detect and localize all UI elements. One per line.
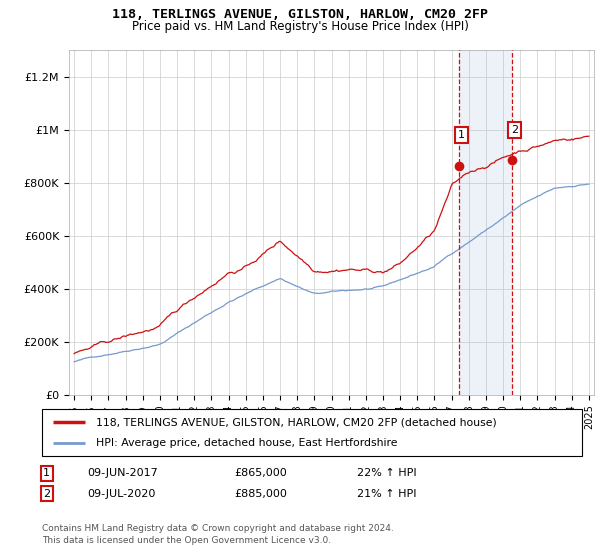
Text: Contains HM Land Registry data © Crown copyright and database right 2024.
This d: Contains HM Land Registry data © Crown c…: [42, 524, 394, 545]
Text: Price paid vs. HM Land Registry's House Price Index (HPI): Price paid vs. HM Land Registry's House …: [131, 20, 469, 32]
Text: 118, TERLINGS AVENUE, GILSTON, HARLOW, CM20 2FP (detached house): 118, TERLINGS AVENUE, GILSTON, HARLOW, C…: [96, 417, 497, 427]
Text: £885,000: £885,000: [234, 489, 287, 499]
Text: 2: 2: [511, 125, 518, 135]
Text: 1: 1: [43, 468, 50, 478]
Text: HPI: Average price, detached house, East Hertfordshire: HPI: Average price, detached house, East…: [96, 438, 398, 448]
Text: 09-JUL-2020: 09-JUL-2020: [87, 489, 155, 499]
Text: 2: 2: [43, 489, 50, 499]
Text: 118, TERLINGS AVENUE, GILSTON, HARLOW, CM20 2FP: 118, TERLINGS AVENUE, GILSTON, HARLOW, C…: [112, 8, 488, 21]
Text: 09-JUN-2017: 09-JUN-2017: [87, 468, 158, 478]
Text: 1: 1: [458, 130, 465, 140]
Text: £865,000: £865,000: [234, 468, 287, 478]
Text: 22% ↑ HPI: 22% ↑ HPI: [357, 468, 416, 478]
Text: 21% ↑ HPI: 21% ↑ HPI: [357, 489, 416, 499]
Bar: [459, 50, 512, 395]
